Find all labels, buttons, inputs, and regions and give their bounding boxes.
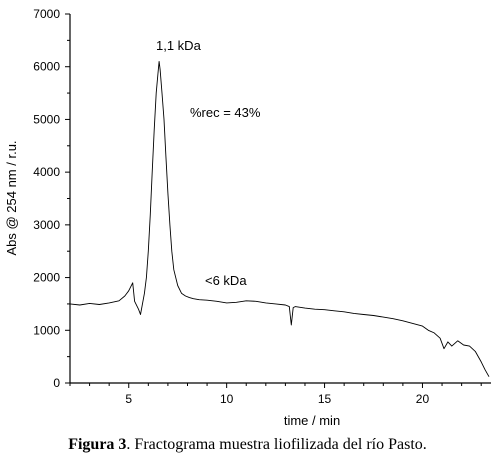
y-tick-label: 6000 [33, 60, 60, 74]
series-line [69, 60, 490, 377]
caption-lead: Figura 3 [68, 436, 127, 453]
x-tick-label: 10 [220, 392, 234, 406]
y-ticks: 0 1000 2000 3000 4000 5000 6000 7000 [33, 7, 70, 390]
x-tick-label: 15 [318, 392, 332, 406]
y-tick-label: 0 [53, 376, 60, 390]
y-tick-label: 4000 [33, 165, 60, 179]
x-tick-label: 5 [125, 392, 132, 406]
peak-annotation: 1,1 kDa [156, 38, 202, 53]
recovery-annotation: %rec = 43% [190, 105, 261, 120]
y-tick-label: 3000 [33, 218, 60, 232]
y-axis-title: Abs @ 254 nm / r.u. [4, 140, 19, 255]
y-tick-label: 7000 [33, 7, 60, 21]
figure-caption: Figura 3. Fractograma muestra liofilizad… [0, 436, 495, 454]
y-tick-label: 1000 [33, 323, 60, 337]
x-ticks: 5 10 15 20 [69, 383, 482, 406]
shoulder-annotation: <6 kDa [205, 273, 247, 288]
caption-text: . Fractograma muestra liofilizada del rí… [126, 436, 427, 453]
x-axis-title: time / min [284, 413, 340, 428]
y-tick-label: 5000 [33, 112, 60, 126]
y-tick-label: 2000 [33, 271, 60, 285]
x-tick-label: 20 [416, 392, 430, 406]
chart: 0 1000 2000 3000 4000 5000 6000 7000 5 10 15 20 Ab… [4, 7, 491, 428]
series-layer [69, 60, 490, 377]
